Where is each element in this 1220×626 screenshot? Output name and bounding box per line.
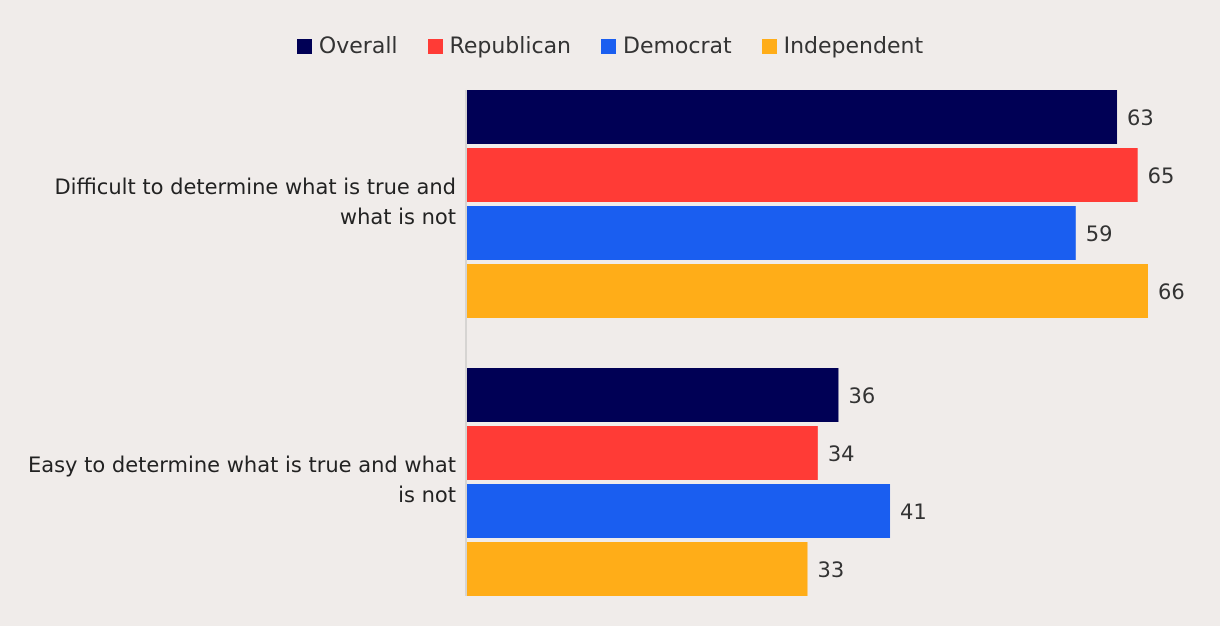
legend-label-republican: Republican	[449, 34, 571, 59]
legend-item-independent: Independent	[761, 34, 924, 59]
bar-republican-easy	[467, 426, 818, 480]
legend-item-overall: Overall	[296, 34, 398, 59]
bar-republican-difficult	[467, 148, 1138, 202]
legend-item-republican: Republican	[427, 34, 571, 59]
bar-independent-easy	[467, 542, 808, 596]
value-label-republican-difficult: 65	[1148, 164, 1175, 188]
bar-democrat-difficult	[467, 206, 1076, 260]
category-label-difficult: Difficult to determine what is true and …	[54, 175, 456, 229]
value-label-independent-easy: 33	[818, 558, 845, 582]
value-label-overall-easy: 36	[848, 384, 875, 408]
value-label-democrat-difficult: 59	[1086, 222, 1113, 246]
bar-overall-difficult	[467, 90, 1118, 144]
legend: Overall Republican Democrat Independent	[0, 34, 1220, 59]
legend-swatch-independent	[761, 39, 777, 54]
bar-democrat-easy	[467, 484, 891, 538]
legend-label-independent: Independent	[783, 34, 924, 59]
category-label-easy: Easy to determine what is true and what …	[27, 453, 456, 507]
value-label-overall-difficult: 63	[1127, 106, 1154, 130]
bar-overall-easy	[467, 368, 839, 422]
bar-independent-difficult	[467, 264, 1148, 318]
legend-item-democrat: Democrat	[601, 34, 732, 59]
value-label-republican-easy: 34	[828, 442, 855, 466]
bars-group: 63 65 59 66 36 34 41 33	[467, 90, 1185, 596]
legend-label-democrat: Democrat	[623, 34, 732, 59]
legend-swatch-overall	[296, 39, 312, 54]
value-label-democrat-easy: 41	[900, 500, 927, 524]
legend-label-overall: Overall	[318, 34, 398, 59]
value-label-independent-difficult: 66	[1158, 280, 1185, 304]
legend-swatch-republican	[427, 39, 443, 54]
legend-swatch-democrat	[601, 39, 616, 54]
